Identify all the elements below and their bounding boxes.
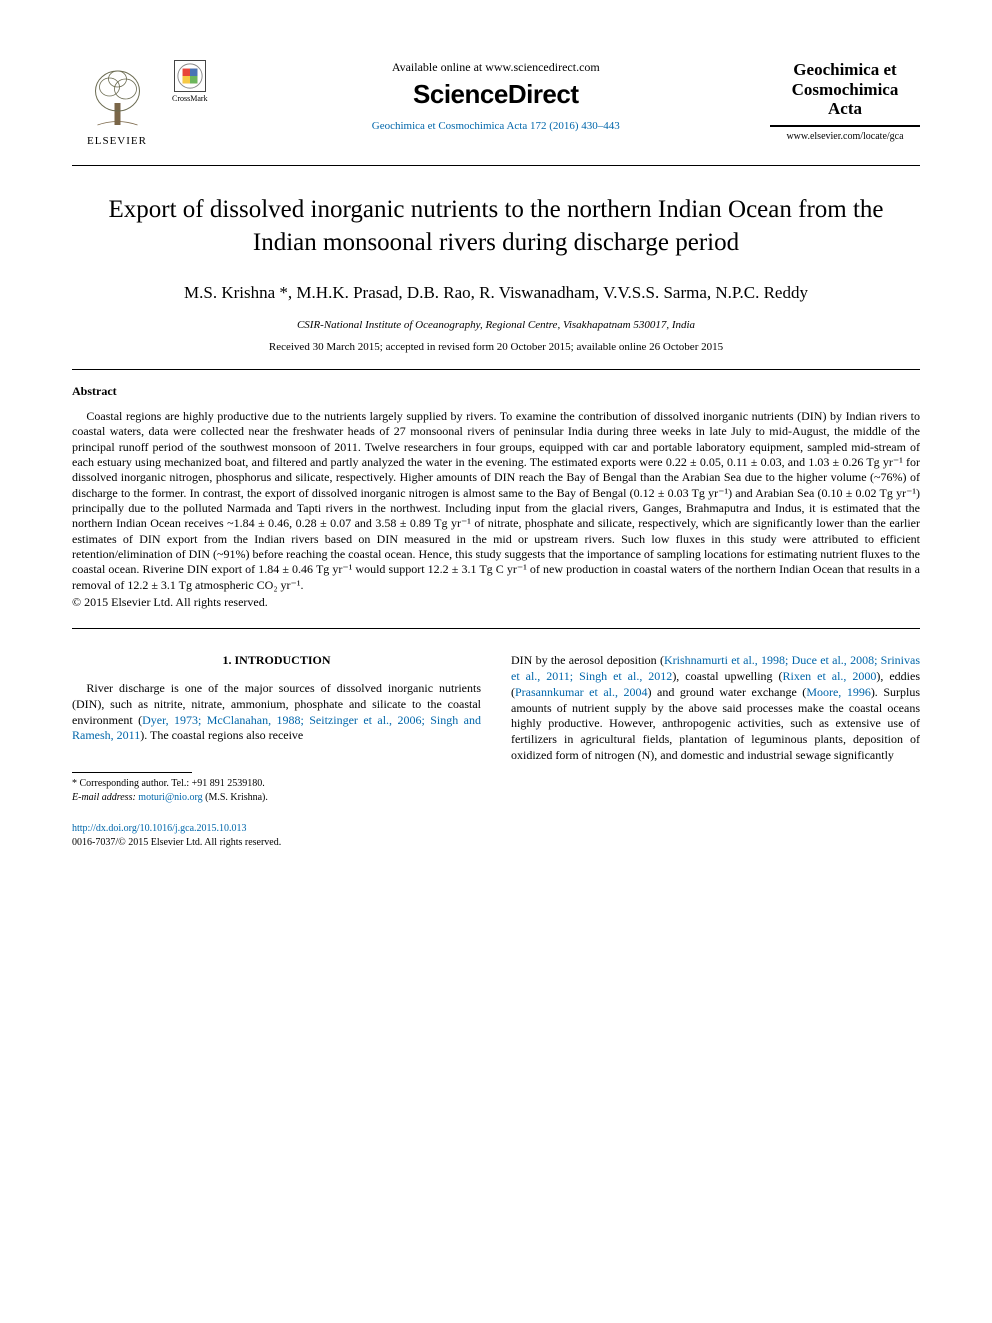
elsevier-logo: ELSEVIER (72, 60, 162, 147)
doi-link[interactable]: http://dx.doi.org/10.1016/j.gca.2015.10.… (72, 822, 481, 836)
intro-heading: 1. INTRODUCTION (72, 653, 481, 669)
cite-r3[interactable]: Prasannkumar et al., 2004 (515, 685, 648, 699)
article-dates: Received 30 March 2015; accepted in revi… (72, 341, 920, 353)
corr-line: * Corresponding author. Tel.: +91 891 25… (72, 777, 481, 791)
header-rule (72, 165, 920, 166)
journal-title: Geochimica et Cosmochimica Acta (770, 60, 920, 127)
cite-r2[interactable]: Rixen et al., 2000 (783, 669, 877, 683)
abstract-top-rule (72, 369, 920, 370)
right-column: DIN by the aerosol deposition (Krishnamu… (511, 653, 920, 849)
journal-block: Geochimica et Cosmochimica Acta www.else… (770, 60, 920, 142)
header-center: CrossMark Available online at www.scienc… (162, 60, 770, 132)
issn-line: 0016-7037/© 2015 Elsevier Ltd. All right… (72, 836, 481, 850)
elsevier-tree-icon (82, 60, 152, 135)
journal-url[interactable]: www.elsevier.com/locate/gca (770, 131, 920, 142)
abstract-body: Coastal regions are highly productive du… (72, 409, 920, 593)
cite-r4[interactable]: Moore, 1996 (806, 685, 871, 699)
email-line: E-mail address: moturi@nio.org (M.S. Kri… (72, 791, 481, 805)
sciencedirect-logo: ScienceDirect (232, 79, 760, 110)
email-link[interactable]: moturi@nio.org (138, 792, 202, 803)
footnote-rule (72, 772, 192, 773)
doi-block: http://dx.doi.org/10.1016/j.gca.2015.10.… (72, 822, 481, 849)
email-label: E-mail address: (72, 792, 136, 803)
elsevier-label: ELSEVIER (87, 135, 147, 147)
available-online-line: Available online at www.sciencedirect.co… (232, 60, 760, 75)
affiliation: CSIR-National Institute of Oceanography,… (72, 319, 920, 331)
body-columns: 1. INTRODUCTION River discharge is one o… (72, 653, 920, 849)
email-who: (M.S. Krishna). (205, 792, 268, 803)
intro-para-right: DIN by the aerosol deposition (Krishnamu… (511, 653, 920, 764)
crossmark-block[interactable]: CrossMark (172, 60, 208, 103)
header-row: ELSEVIER CrossMark (72, 60, 920, 147)
crossmark-icon (174, 60, 206, 92)
intro-para-left: River discharge is one of the major sour… (72, 681, 481, 744)
article-title: Export of dissolved inorganic nutrients … (102, 194, 890, 259)
abstract-bottom-rule (72, 628, 920, 629)
citation-link[interactable]: Geochimica et Cosmochimica Acta 172 (201… (232, 120, 760, 132)
abstract-copyright: © 2015 Elsevier Ltd. All rights reserved… (72, 595, 920, 610)
corresponding-author: * Corresponding author. Tel.: +91 891 25… (72, 777, 481, 804)
abstract-label: Abstract (72, 384, 920, 399)
left-column: 1. INTRODUCTION River discharge is one o… (72, 653, 481, 849)
crossmark-label: CrossMark (172, 94, 208, 103)
authors: M.S. Krishna *, M.H.K. Prasad, D.B. Rao,… (72, 281, 920, 305)
